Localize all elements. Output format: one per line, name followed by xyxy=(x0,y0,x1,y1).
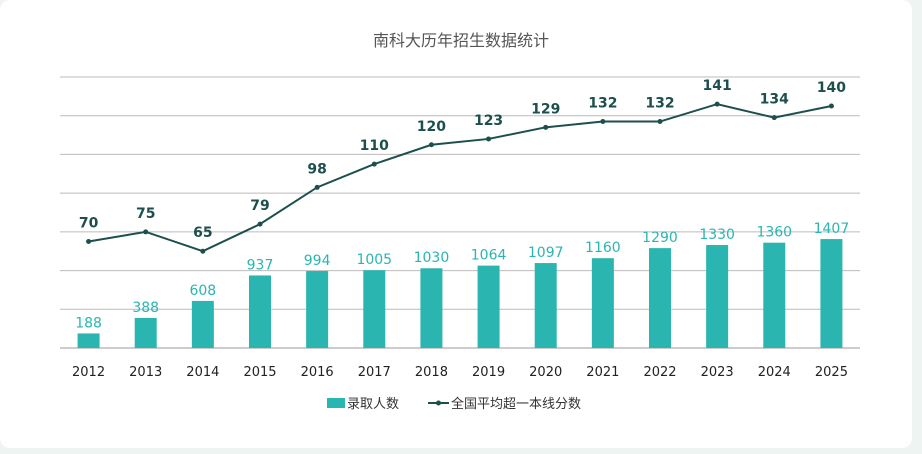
bar xyxy=(420,268,443,348)
bar-data-label: 1097 xyxy=(528,245,564,261)
bar-data-label: 1005 xyxy=(356,252,392,268)
legend: 录取人数 全国平均超一本线分数 xyxy=(327,396,581,412)
bar xyxy=(763,242,786,348)
line-point xyxy=(200,248,206,254)
x-tick-label: 2014 xyxy=(186,365,219,380)
bar xyxy=(191,300,214,348)
line-point xyxy=(143,229,149,235)
x-tick-label: 2013 xyxy=(129,365,162,380)
x-tick-label: 2024 xyxy=(758,365,791,380)
line-point xyxy=(428,142,434,148)
line-data-label: 140 xyxy=(817,80,846,96)
line-data-label: 132 xyxy=(645,96,674,112)
line-data-label: 65 xyxy=(193,225,212,241)
bar xyxy=(534,263,557,348)
legend-line-marker xyxy=(436,400,441,406)
line-data-label: 134 xyxy=(760,92,789,108)
bar-data-label: 1360 xyxy=(756,225,792,241)
bar xyxy=(77,333,100,348)
x-tick-label: 2017 xyxy=(358,365,391,380)
bar-data-label: 1407 xyxy=(814,221,850,237)
bar-data-label: 1290 xyxy=(642,230,678,246)
bar-data-label: 994 xyxy=(304,253,331,269)
bar-data-label: 388 xyxy=(132,300,159,316)
line-series xyxy=(88,103,832,253)
x-tick-label: 2015 xyxy=(243,365,276,380)
line-data-label: 70 xyxy=(79,216,99,232)
chart-card: 南科大历年招生数据统计 188 388 608 937 994 1005 1030 1064 1… xyxy=(0,0,912,448)
line-point xyxy=(486,136,492,142)
line-point xyxy=(828,103,834,109)
line-data-label: 110 xyxy=(360,138,389,154)
x-tick-label: 2016 xyxy=(301,365,334,380)
bar xyxy=(249,275,271,348)
bar xyxy=(363,270,386,348)
line-data-label: 120 xyxy=(417,119,446,135)
x-tick-label: 2018 xyxy=(415,365,448,380)
line-point xyxy=(86,239,92,245)
x-tick-label: 2025 xyxy=(815,365,848,380)
line-data-label: 129 xyxy=(531,101,560,117)
bar xyxy=(706,245,729,348)
bar xyxy=(477,265,500,348)
bar xyxy=(820,239,843,348)
line-data-label: 123 xyxy=(474,113,503,129)
chart-title: 南科大历年招生数据统计 xyxy=(373,31,549,50)
legend-bar-swatch xyxy=(327,398,345,408)
x-tick-label: 2022 xyxy=(643,365,676,380)
bar-data-label: 1030 xyxy=(414,250,450,266)
bar-data-label: 1330 xyxy=(699,227,735,243)
bar-data-label: 1160 xyxy=(585,240,621,256)
bar xyxy=(306,271,329,348)
bar xyxy=(591,258,614,348)
line-data-label: 75 xyxy=(136,206,155,222)
line-point xyxy=(714,101,720,107)
line-point xyxy=(314,184,320,190)
bar-data-label: 1064 xyxy=(471,248,507,264)
bar xyxy=(649,248,671,348)
line-point xyxy=(657,119,663,125)
bar xyxy=(134,317,157,348)
bar-data-label: 937 xyxy=(247,257,274,273)
line-point xyxy=(771,115,777,121)
line-data-label: 79 xyxy=(250,198,269,214)
x-tick-label: 2023 xyxy=(701,365,734,380)
bar-data-label: 608 xyxy=(189,283,216,299)
bar-data-label: 188 xyxy=(75,315,102,331)
line-data-label: 98 xyxy=(307,161,326,177)
line-point xyxy=(371,161,377,167)
x-tick-label: 2021 xyxy=(586,365,619,380)
line-point xyxy=(600,119,606,125)
x-tick-label: 2012 xyxy=(72,365,105,380)
legend-line-label: 全国平均超一本线分数 xyxy=(451,396,581,412)
line-point xyxy=(257,221,263,227)
line-point xyxy=(543,124,549,130)
x-tick-label: 2020 xyxy=(529,365,562,380)
legend-bar-label: 录取人数 xyxy=(347,397,399,412)
x-tick-label: 2019 xyxy=(472,365,505,380)
line-data-label: 132 xyxy=(588,96,617,112)
line-data-label: 141 xyxy=(703,78,732,94)
